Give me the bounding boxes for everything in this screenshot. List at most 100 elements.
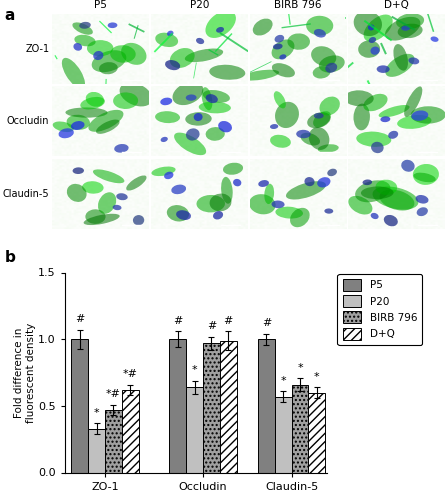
Ellipse shape <box>327 168 337 176</box>
Bar <box>72 339 88 472</box>
Text: *#: *# <box>106 389 121 399</box>
Ellipse shape <box>368 24 375 30</box>
Ellipse shape <box>275 102 299 128</box>
Ellipse shape <box>417 208 428 216</box>
Ellipse shape <box>258 180 269 187</box>
Ellipse shape <box>379 105 409 118</box>
Ellipse shape <box>96 120 120 134</box>
Bar <box>275 396 292 472</box>
Ellipse shape <box>411 110 428 121</box>
Ellipse shape <box>349 196 372 214</box>
Ellipse shape <box>92 50 126 72</box>
Ellipse shape <box>309 127 329 150</box>
Ellipse shape <box>404 86 422 117</box>
Bar <box>203 343 220 472</box>
Ellipse shape <box>317 177 331 188</box>
Ellipse shape <box>185 48 223 62</box>
Ellipse shape <box>371 142 383 153</box>
Ellipse shape <box>301 133 320 145</box>
Ellipse shape <box>86 92 104 106</box>
Text: BIRB 796: BIRB 796 <box>274 0 322 10</box>
Ellipse shape <box>241 70 279 80</box>
Ellipse shape <box>416 195 428 203</box>
Ellipse shape <box>375 180 397 195</box>
Ellipse shape <box>364 14 393 42</box>
Ellipse shape <box>377 66 390 73</box>
Ellipse shape <box>397 115 431 129</box>
Text: *: * <box>192 365 198 375</box>
Text: *: * <box>314 372 319 382</box>
Text: #: # <box>207 321 216 331</box>
Ellipse shape <box>318 144 339 153</box>
Text: *: * <box>297 362 303 372</box>
Ellipse shape <box>160 98 172 105</box>
Ellipse shape <box>176 210 191 220</box>
Ellipse shape <box>126 176 146 190</box>
Text: *: * <box>280 376 286 386</box>
Text: #: # <box>224 316 233 326</box>
Text: P20: P20 <box>190 0 209 10</box>
Ellipse shape <box>324 208 333 214</box>
Ellipse shape <box>305 177 314 186</box>
Text: Claudin-5: Claudin-5 <box>3 188 49 198</box>
Ellipse shape <box>84 214 120 225</box>
Ellipse shape <box>87 40 113 56</box>
Bar <box>186 387 203 472</box>
Ellipse shape <box>206 94 218 103</box>
Ellipse shape <box>270 135 291 148</box>
Ellipse shape <box>290 208 310 227</box>
Bar <box>258 339 275 472</box>
Ellipse shape <box>53 122 74 132</box>
Ellipse shape <box>114 144 129 152</box>
Ellipse shape <box>71 121 85 130</box>
Ellipse shape <box>216 27 224 32</box>
Bar <box>292 384 308 472</box>
Ellipse shape <box>155 32 178 47</box>
Ellipse shape <box>362 180 372 185</box>
Ellipse shape <box>398 24 422 38</box>
Ellipse shape <box>155 111 180 123</box>
Ellipse shape <box>401 160 415 172</box>
Ellipse shape <box>353 104 370 130</box>
Ellipse shape <box>112 205 121 210</box>
Ellipse shape <box>110 45 136 62</box>
Text: #: # <box>262 318 271 328</box>
Ellipse shape <box>319 96 340 116</box>
Ellipse shape <box>221 177 233 204</box>
Ellipse shape <box>353 10 382 36</box>
Ellipse shape <box>314 29 326 38</box>
Ellipse shape <box>73 22 93 34</box>
Ellipse shape <box>194 113 202 121</box>
Ellipse shape <box>99 62 118 74</box>
Ellipse shape <box>358 40 380 58</box>
Ellipse shape <box>167 30 173 36</box>
Ellipse shape <box>74 35 95 46</box>
Ellipse shape <box>165 60 180 70</box>
Bar <box>105 410 122 472</box>
Ellipse shape <box>271 40 294 60</box>
Ellipse shape <box>361 186 393 199</box>
Text: a: a <box>4 8 15 22</box>
Ellipse shape <box>279 54 286 60</box>
Ellipse shape <box>171 184 186 194</box>
Ellipse shape <box>380 116 390 122</box>
Ellipse shape <box>393 44 408 70</box>
Ellipse shape <box>313 66 331 78</box>
Ellipse shape <box>209 64 246 80</box>
Ellipse shape <box>373 186 418 210</box>
Ellipse shape <box>306 16 333 36</box>
Ellipse shape <box>121 43 146 65</box>
Ellipse shape <box>276 206 303 218</box>
Ellipse shape <box>233 179 241 186</box>
Ellipse shape <box>385 54 414 77</box>
Ellipse shape <box>196 38 204 44</box>
Text: P5: P5 <box>95 0 107 10</box>
Ellipse shape <box>274 91 286 108</box>
Ellipse shape <box>202 87 212 110</box>
Ellipse shape <box>73 168 84 174</box>
Ellipse shape <box>73 43 82 51</box>
Ellipse shape <box>186 128 200 140</box>
Ellipse shape <box>164 172 173 179</box>
Ellipse shape <box>356 132 391 147</box>
Ellipse shape <box>167 205 189 222</box>
